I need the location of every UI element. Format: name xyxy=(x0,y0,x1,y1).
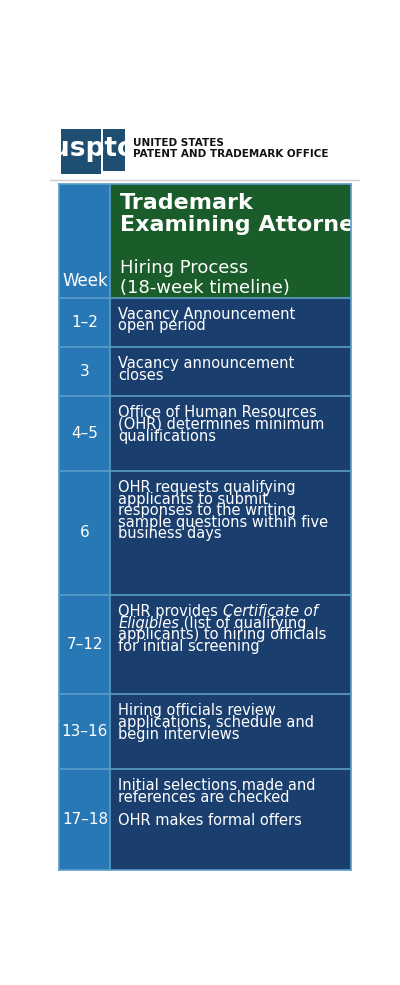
Text: Vacancy announcement: Vacancy announcement xyxy=(118,357,294,371)
Bar xyxy=(110,183,351,297)
Text: (OHR) determines minimum: (OHR) determines minimum xyxy=(118,417,324,432)
Bar xyxy=(110,297,351,347)
Bar xyxy=(104,129,125,170)
Text: Trademark
Examining Attorney: Trademark Examining Attorney xyxy=(120,193,368,235)
Text: PATENT AND TRADEMARK OFFICE: PATENT AND TRADEMARK OFFICE xyxy=(133,150,328,160)
Bar xyxy=(59,694,110,769)
Text: 13–16: 13–16 xyxy=(62,724,108,739)
Text: 1–2: 1–2 xyxy=(72,315,98,330)
Text: business days: business days xyxy=(118,526,222,542)
Text: responses to the writing: responses to the writing xyxy=(118,503,296,518)
Bar xyxy=(59,396,110,471)
Text: applicants to submit: applicants to submit xyxy=(118,492,268,506)
Text: UNITED STATES: UNITED STATES xyxy=(133,138,224,148)
Text: open period: open period xyxy=(118,318,206,333)
Text: begin interviews: begin interviews xyxy=(118,727,240,742)
Text: 17–18: 17–18 xyxy=(62,813,108,827)
Bar xyxy=(59,769,110,871)
Text: 6: 6 xyxy=(80,525,90,541)
Bar xyxy=(110,396,351,471)
Text: sample questions within five: sample questions within five xyxy=(118,515,328,530)
Bar xyxy=(59,297,110,347)
Text: uspto: uspto xyxy=(51,136,135,162)
Text: OHR provides: OHR provides xyxy=(118,604,223,619)
Text: qualifications: qualifications xyxy=(118,428,216,443)
Text: Initial selections made and: Initial selections made and xyxy=(118,778,316,793)
Text: Hiring Process
(18-week timeline): Hiring Process (18-week timeline) xyxy=(120,259,290,297)
Text: applications, schedule and: applications, schedule and xyxy=(118,715,314,730)
Text: references are checked: references are checked xyxy=(118,790,290,805)
Bar xyxy=(59,183,110,297)
Text: Eligibles: Eligibles xyxy=(118,616,179,630)
Bar xyxy=(110,769,351,871)
Bar xyxy=(110,595,351,694)
Bar xyxy=(50,118,360,180)
Bar xyxy=(61,129,101,173)
Text: for initial screening: for initial screening xyxy=(118,638,260,654)
Text: applicants) to hiring officials: applicants) to hiring officials xyxy=(118,627,326,642)
Text: OHR makes formal offers: OHR makes formal offers xyxy=(118,813,302,827)
Text: Hiring officials review: Hiring officials review xyxy=(118,703,276,718)
Text: (list of qualifying: (list of qualifying xyxy=(179,616,306,630)
Bar xyxy=(59,471,110,595)
Text: Office of Human Resources: Office of Human Resources xyxy=(118,406,317,421)
Text: 4–5: 4–5 xyxy=(72,427,98,441)
Bar xyxy=(59,347,110,396)
Bar xyxy=(110,347,351,396)
Text: 7–12: 7–12 xyxy=(67,637,103,652)
Bar xyxy=(59,595,110,694)
Bar xyxy=(110,471,351,595)
Text: Vacancy Announcement: Vacancy Announcement xyxy=(118,307,296,322)
Text: 3: 3 xyxy=(80,364,90,379)
Text: OHR requests qualifying: OHR requests qualifying xyxy=(118,480,296,495)
Text: Week: Week xyxy=(62,272,108,290)
Text: closes: closes xyxy=(118,367,164,383)
Bar xyxy=(110,694,351,769)
Text: Certificate of: Certificate of xyxy=(223,604,318,619)
